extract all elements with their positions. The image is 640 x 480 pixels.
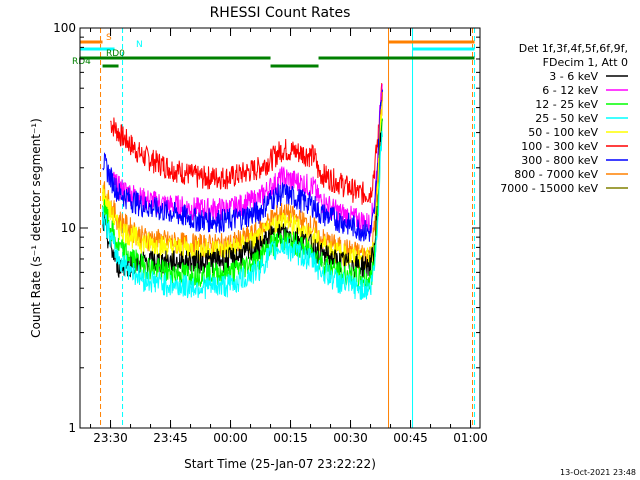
legend-label: 300 - 800 keV	[521, 154, 598, 167]
legend-label: 100 - 300 keV	[521, 140, 598, 153]
chart-title: RHESSI Count Rates	[210, 5, 351, 21]
series-line-2	[102, 89, 383, 242]
flag-label-n: N	[136, 40, 143, 50]
series-line-0	[110, 83, 383, 205]
timestamp: 13-Oct-2021 23:48	[560, 468, 636, 477]
series-line-4	[102, 101, 383, 272]
y-tick-label: 100	[53, 21, 76, 35]
legend-label: 12 - 25 keV	[535, 98, 598, 111]
series-line-1	[110, 83, 383, 237]
flag-label-rd0: RD0	[106, 49, 125, 59]
legend-label: 7000 - 15000 keV	[500, 182, 598, 195]
series-line-6	[102, 118, 383, 290]
x-axis-label: Start Time (25-Jan-07 23:22:22)	[184, 457, 376, 471]
series-line-7	[102, 130, 383, 300]
legend-label: 800 - 7000 keV	[514, 168, 598, 181]
flag-label-s: S	[106, 33, 112, 43]
legend-label: 25 - 50 keV	[535, 112, 598, 125]
legend-header: Det 1f,3f,4f,5f,6f,9f,	[519, 42, 628, 55]
y-tick-label: 10	[61, 221, 76, 235]
flag-label-rd4: RD4	[72, 57, 91, 67]
legend-header: FDecim 1, Att 0	[543, 56, 628, 69]
x-tick-label: 23:30	[93, 431, 128, 445]
x-tick-label: 00:45	[393, 431, 428, 445]
x-tick-label: 01:00	[453, 431, 488, 445]
legend: Det 1f,3f,4f,5f,6f,9f,FDecim 1, Att 03 -…	[500, 42, 628, 195]
plot-area: S N RD0 RD4 1 10 100 23:30 23:45 00:00 00:15 00:30 0…	[53, 21, 488, 445]
legend-label: 6 - 12 keV	[542, 84, 598, 97]
y-axis-label: Count Rate (s⁻¹ detector segment⁻¹)	[29, 118, 43, 338]
x-tick-label: 00:15	[273, 431, 308, 445]
x-tick-label: 00:30	[333, 431, 368, 445]
x-tick-label: 00:00	[213, 431, 248, 445]
y-tick-label: 1	[68, 421, 76, 435]
legend-label: 50 - 100 keV	[528, 126, 598, 139]
x-tick-label: 23:45	[153, 431, 188, 445]
legend-label: 3 - 6 keV	[549, 70, 598, 83]
